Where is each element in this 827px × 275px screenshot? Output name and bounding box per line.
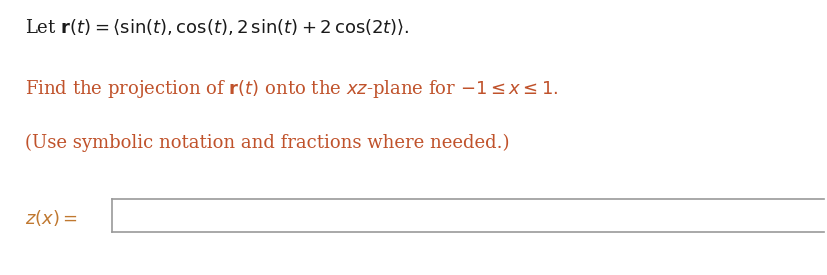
Text: (Use symbolic notation and fractions where needed.): (Use symbolic notation and fractions whe… (25, 134, 509, 153)
Text: $z(x) =$: $z(x) =$ (25, 208, 78, 228)
Text: Find the projection of $\mathbf{r}(t)$ onto the $xz$-plane for $-1 \leq x \leq 1: Find the projection of $\mathbf{r}(t)$ o… (25, 78, 557, 100)
Text: Let $\mathbf{r}(t) = \langle\mathrm{sin}(t), \mathrm{cos}(t), 2\,\mathrm{sin}(t): Let $\mathbf{r}(t) = \langle\mathrm{sin}… (25, 18, 409, 37)
